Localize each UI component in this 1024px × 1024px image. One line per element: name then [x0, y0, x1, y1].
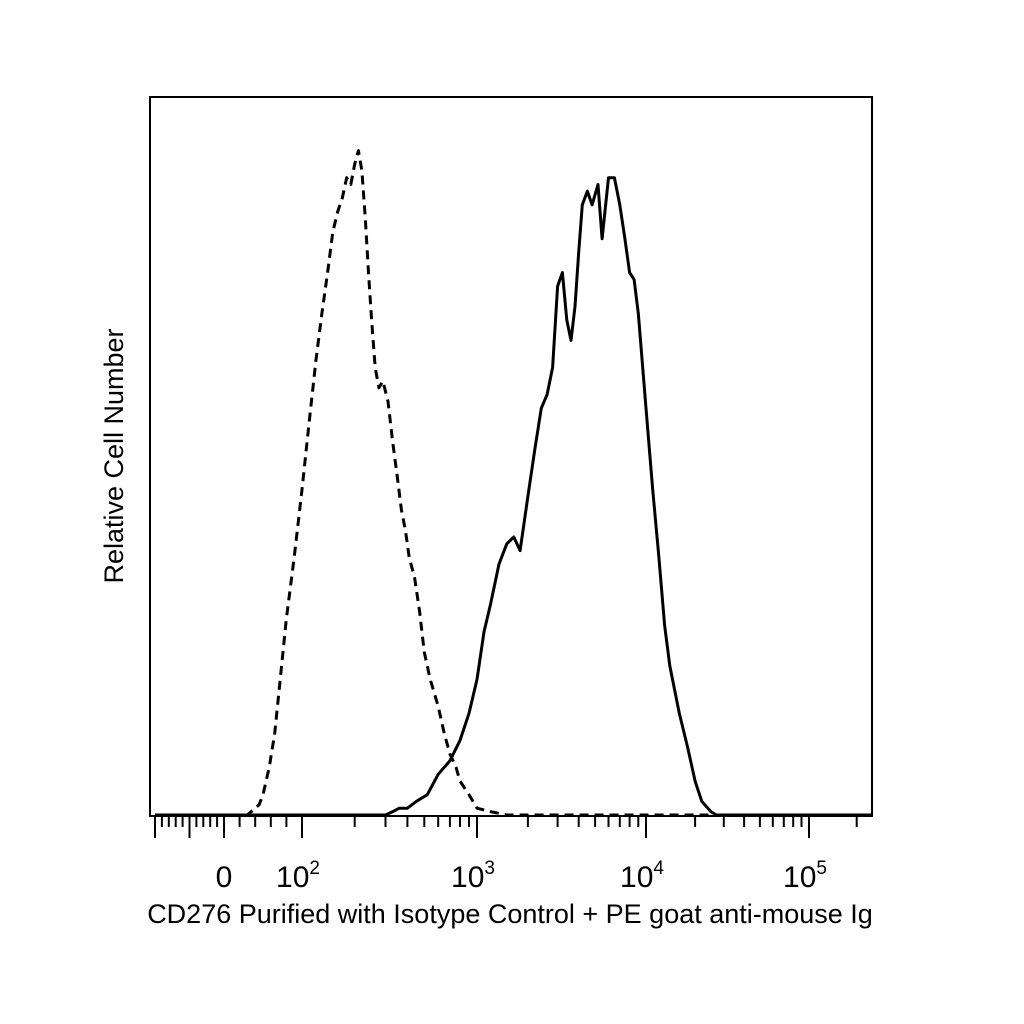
cd276-histogram [155, 176, 872, 817]
x-tick-label: 102 [276, 858, 320, 894]
x-tick-label: 105 [783, 858, 827, 894]
y-axis-title: Relative Cell Number [99, 328, 129, 583]
plot-frame [149, 96, 873, 817]
x-tick-label: 104 [620, 858, 664, 894]
x-tick-label: 0 [216, 861, 233, 894]
x-axis-tick-labels: 0 102 103 104 105 [216, 858, 827, 894]
x-tick-label: 103 [451, 858, 495, 894]
x-axis-title: CD276 Purified with Isotype Control + PE… [147, 899, 873, 929]
plot-area [149, 96, 873, 817]
x-axis-ticks [154, 816, 858, 838]
isotype-control-histogram [155, 149, 872, 817]
